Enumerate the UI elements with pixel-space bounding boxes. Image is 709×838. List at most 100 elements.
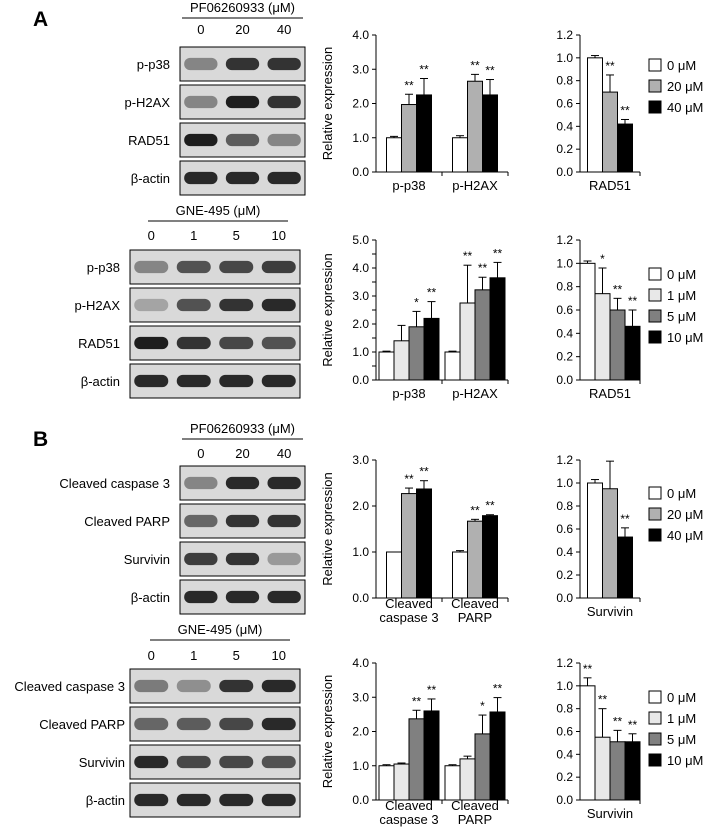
significance-marker: ** (478, 261, 488, 275)
legend-swatch (648, 288, 662, 302)
y-tick-label: 0.4 (556, 326, 573, 340)
y-tick-label: 0.0 (556, 373, 573, 387)
category-label: Cleaved (451, 798, 499, 813)
y-tick-label: 0.4 (556, 119, 573, 133)
y-tick-label: 0.4 (556, 747, 573, 761)
y-tick-label: 1.2 (556, 656, 573, 670)
dose-label: 0 (197, 22, 204, 37)
blot-band (184, 133, 218, 147)
blot-row-label: β-actin (81, 374, 120, 389)
bar (423, 317, 440, 381)
significance-marker: ** (404, 78, 414, 92)
blot-band (267, 133, 301, 147)
y-tick-label: 2.0 (352, 97, 369, 111)
bar (482, 515, 498, 599)
blot-band (184, 476, 218, 490)
significance-marker: ** (419, 62, 429, 76)
bar-chart-b-bottom-right: 0.0 0.2 0.4 0.6 0.8 1.0 1.2 Survivin ** ** ** ** (556, 656, 641, 821)
dose-label: 20 (235, 22, 249, 37)
bar (489, 277, 506, 381)
bar (444, 351, 461, 381)
category-label: PARP (458, 812, 492, 827)
blot-band (267, 95, 301, 109)
significance-marker: ** (427, 683, 437, 697)
category-label: Survivin (587, 604, 633, 619)
blot-band (176, 793, 211, 807)
legend-label: 10 μM (667, 330, 703, 345)
y-tick-label: 0.8 (556, 280, 573, 294)
y-tick-label: 2.0 (352, 725, 369, 739)
significance-marker: ** (628, 718, 638, 732)
significance-marker: ** (470, 503, 480, 517)
blot-band (225, 95, 260, 109)
y-tick-label: 1.0 (556, 476, 573, 490)
blot-row-label: Cleaved caspase 3 (14, 679, 125, 694)
dose-label: 10 (272, 648, 286, 663)
y-axis-label: Relative expression (320, 675, 335, 788)
significance-marker: ** (485, 64, 495, 78)
y-axis-label: Relative expression (320, 47, 335, 160)
bar (609, 741, 626, 801)
legend-label: 1 μM (667, 711, 696, 726)
legend-swatch (648, 330, 662, 344)
blot-row-label: p-H2AX (124, 95, 170, 110)
bar (587, 57, 603, 173)
blot-band (225, 57, 260, 71)
y-tick-label: 0.8 (556, 499, 573, 513)
bar (609, 309, 626, 381)
blot-band (176, 679, 211, 693)
blot-row-label: p-p38 (87, 260, 120, 275)
bar (624, 741, 641, 801)
y-tick-label: 0.0 (352, 373, 369, 387)
legend-label: 0 μM (667, 58, 696, 73)
bar (489, 711, 506, 801)
western-blot-b2: GNE-495 (μM) 0 1 5 10 Cleaved caspase 3 Cleave… (14, 622, 301, 818)
legend-swatch (648, 732, 662, 746)
significance-marker: ** (404, 472, 414, 486)
bar (594, 293, 611, 381)
dose-label: 0 (148, 228, 155, 243)
blot-band (219, 336, 254, 350)
y-tick-label: 1.2 (556, 233, 573, 247)
y-tick-label: 2.0 (352, 317, 369, 331)
significance-marker: ** (463, 249, 473, 263)
panel-label-b: B (33, 428, 48, 451)
y-tick-label: 3.0 (352, 690, 369, 704)
y-tick-label: 1.0 (556, 679, 573, 693)
blot-band (134, 298, 169, 312)
y-tick-label: 3.0 (352, 453, 369, 467)
legend-label: 40 μM (667, 528, 703, 543)
bar (408, 326, 425, 381)
blot-band (219, 793, 254, 807)
blot-band (219, 374, 254, 388)
category-label: RAD51 (589, 178, 631, 193)
blot-band (261, 260, 296, 274)
treatment-label: GNE-495 (μM) (178, 622, 263, 637)
panel-label-a: A (33, 8, 48, 31)
y-tick-label: 0.0 (352, 591, 369, 605)
blot-row-label: Cleaved PARP (84, 514, 170, 529)
y-tick-label: 3.0 (352, 289, 369, 303)
blot-band (261, 679, 296, 693)
dose-label: 40 (277, 22, 291, 37)
blot-band (261, 374, 296, 388)
y-tick-label: 1.2 (556, 453, 573, 467)
dose-label: 1 (190, 648, 197, 663)
legend-swatch (648, 690, 662, 704)
y-tick-label: 4.0 (352, 28, 369, 42)
significance-marker: ** (493, 246, 503, 260)
blot-band (219, 298, 254, 312)
category-label: PARP (458, 610, 492, 625)
legend-label: 0 μM (667, 486, 696, 501)
significance-marker: ** (470, 58, 480, 72)
y-tick-label: 0.8 (556, 74, 573, 88)
significance-marker: ** (620, 512, 630, 526)
y-tick-label: 1.0 (556, 51, 573, 65)
blot-band (219, 260, 254, 274)
dose-label: 40 (277, 446, 291, 461)
bar (452, 551, 468, 599)
bar (386, 551, 402, 599)
legend-label: 5 μM (667, 309, 696, 324)
significance-marker: ** (598, 693, 608, 707)
blot-band (184, 171, 218, 185)
